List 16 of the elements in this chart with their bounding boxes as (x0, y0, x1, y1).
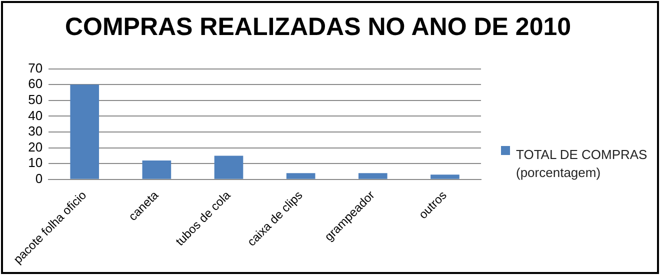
bar (430, 174, 460, 179)
chart-title: COMPRAS REALIZADAS NO ANO DE 2010 (64, 13, 572, 42)
bar (358, 173, 388, 179)
y-tick-label: 40 (28, 108, 43, 123)
bar (70, 84, 100, 179)
legend-label: TOTAL DE COMPRAS (porcentagem) (516, 146, 648, 182)
y-tick-label: 20 (28, 139, 43, 154)
bar (142, 160, 172, 179)
y-tick-label: 70 (28, 60, 43, 76)
y-tick-label: 30 (28, 124, 43, 139)
y-tick-label: 10 (28, 155, 43, 170)
y-tick-label: 50 (28, 92, 43, 107)
y-tick-label: 0 (35, 170, 43, 186)
bar (214, 156, 244, 179)
y-tick-label: 60 (28, 76, 43, 92)
bar (286, 173, 316, 179)
